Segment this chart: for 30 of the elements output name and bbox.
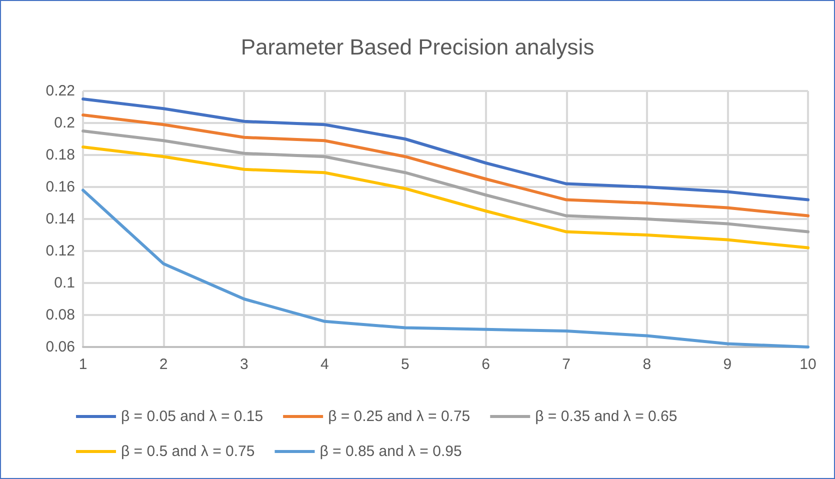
x-tick-label: 7 bbox=[562, 356, 571, 373]
line-series bbox=[82, 146, 810, 250]
legend-label: β = 0.25 and λ = 0.75 bbox=[328, 408, 470, 425]
legend-label: β = 0.35 and λ = 0.65 bbox=[535, 408, 678, 425]
y-tick-label: 0.14 bbox=[46, 210, 75, 228]
y-tick-label: 0.16 bbox=[46, 178, 75, 196]
x-tick-label: 1 bbox=[78, 356, 88, 373]
x-tick-label: 8 bbox=[642, 356, 652, 373]
y-tick-label: 0.22 bbox=[46, 82, 75, 100]
y-tick-label: 0.06 bbox=[46, 338, 75, 356]
legend-label: β = 0.85 and λ = 0.95 bbox=[320, 443, 462, 460]
legend-label: β = 0.5 and λ = 0.75 bbox=[121, 443, 255, 460]
y-tick-label: 0.12 bbox=[46, 242, 75, 260]
line-series bbox=[82, 130, 810, 234]
x-tick-label: 6 bbox=[482, 356, 490, 373]
legend-label: β = 0.05 and λ = 0.15 bbox=[121, 408, 264, 425]
x-tick-label: 2 bbox=[159, 356, 168, 373]
x-tick-label: 3 bbox=[240, 356, 248, 373]
chart-title: Parameter Based Precision analysis bbox=[240, 34, 594, 60]
y-tick-label: 0.18 bbox=[46, 146, 75, 164]
x-tick-label: 9 bbox=[723, 356, 732, 373]
y-tick-label: 0.1 bbox=[54, 274, 75, 292]
line-series bbox=[82, 188, 810, 348]
line-series bbox=[82, 114, 810, 218]
x-tick-label: 10 bbox=[800, 356, 816, 373]
x-tick-label: 5 bbox=[401, 356, 410, 373]
line-series bbox=[82, 98, 810, 202]
y-tick-label: 0.2 bbox=[54, 114, 75, 132]
y-tick-label: 0.08 bbox=[46, 306, 75, 324]
x-tick-label: 4 bbox=[320, 356, 329, 373]
